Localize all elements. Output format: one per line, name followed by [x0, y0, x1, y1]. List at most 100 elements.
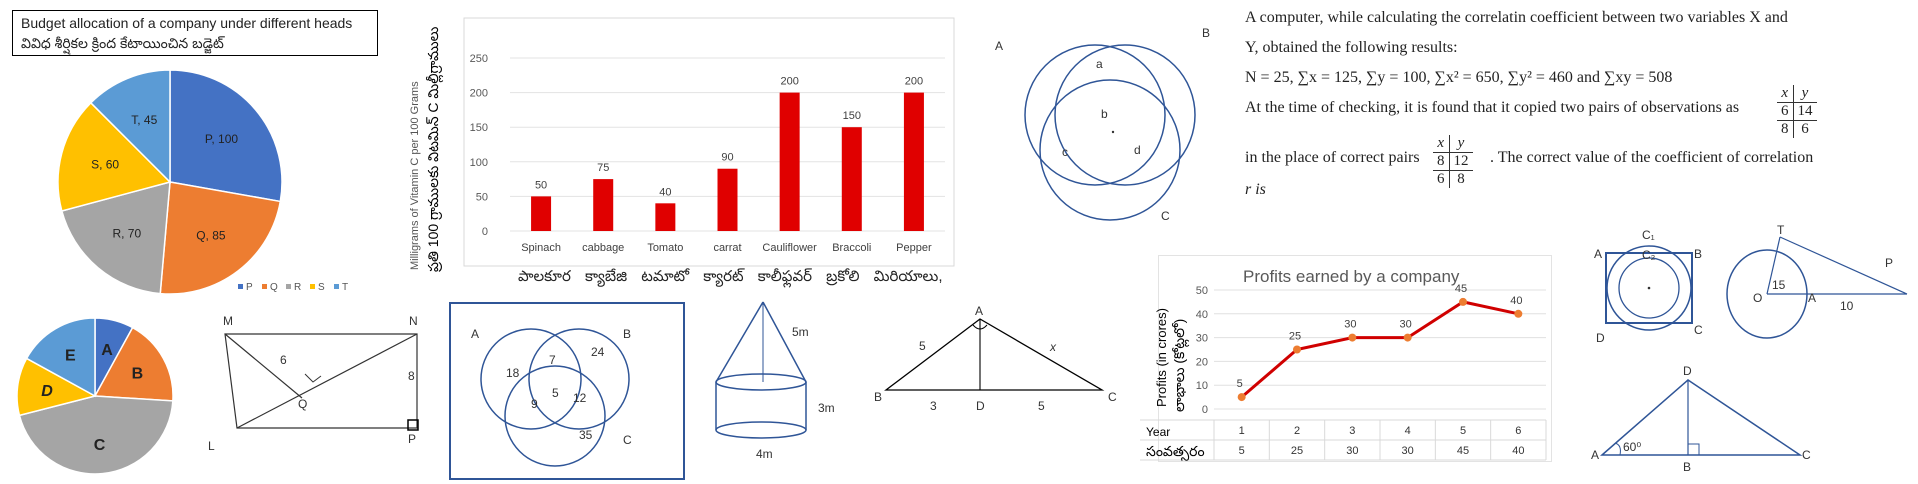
line-table-value-1: 5 — [1239, 445, 1245, 457]
legend-swatch-P — [238, 284, 243, 289]
sq-label-D: D — [1596, 331, 1605, 345]
line-point-5 — [1459, 297, 1467, 306]
line-x-tick-6: 6 — [1515, 425, 1521, 437]
line-x-tick-3: 3 — [1349, 425, 1355, 437]
line-chart-frame — [1158, 255, 1552, 462]
question-line-2: Y, obtained the following results: — [1245, 39, 1458, 56]
x-tick-Spinach: Spinach — [521, 242, 561, 254]
y-axis-label-te: ప్రతి 100 గ్రాములకు విటమిన్ C మిల్లీగ్రా… — [425, 26, 444, 272]
bar-value-Cauliflower: 200 — [780, 76, 798, 88]
correlation-question: A computer, while calculating the correl… — [1245, 3, 1895, 205]
line-table-value-2: 25 — [1291, 445, 1303, 457]
rect-label-Q: Q — [298, 397, 307, 411]
pie1-slice-label-0: P, 100 — [205, 132, 238, 146]
tri60-label-angle: 60⁰ — [1623, 440, 1641, 454]
x-tick-carrat: carrat — [713, 242, 741, 254]
sq-label-A: A — [1594, 247, 1602, 261]
legend-label-T: T — [342, 282, 348, 293]
pie-slice-1 — [93, 326, 174, 402]
pie2-slice-label-A: A — [101, 342, 113, 359]
line-y-tick-0: 0 — [1202, 404, 1208, 416]
bar-value-carrat: 90 — [721, 152, 733, 164]
line-table-value-5: 45 — [1457, 445, 1469, 457]
bar-Pepper — [903, 92, 924, 231]
line-point-label-4: 30 — [1400, 319, 1412, 331]
line-x-tick-2: 2 — [1294, 425, 1300, 437]
question-line-5a: in the place of correct pairs — [1245, 149, 1420, 166]
y-tick-200: 200 — [470, 88, 488, 100]
tri-label-3: 3 — [930, 399, 937, 413]
cone-cylinder-diagram: 5m 3m 4m — [715, 301, 835, 461]
legend-label-P: P — [246, 282, 253, 293]
rect-label-N: N — [409, 314, 418, 328]
pie1-slice-label-1: Q, 85 — [196, 228, 226, 242]
question-line-4: At the time of checking, it is found tha… — [1245, 99, 1740, 116]
x-tick-cabbage: cabbage — [582, 242, 624, 254]
question-line-3: N = 25, ∑x = 125, ∑y = 100, ∑x² = 650, ∑… — [1245, 69, 1673, 86]
rect-label-P: P — [408, 432, 416, 446]
pie2-slice-label-E: E — [65, 347, 76, 364]
legend-swatch-R — [286, 284, 291, 289]
venn1-label-a: a — [1096, 57, 1103, 71]
line-table-value-4: 30 — [1402, 445, 1414, 457]
bar-cabbage — [593, 179, 614, 231]
y-axis-label: Milligrams of Vitamin C per 100 Grams — [409, 81, 421, 270]
table-header-year: Year — [1146, 425, 1170, 439]
line-point-3 — [1348, 333, 1357, 342]
venn1-label-C: C — [1161, 209, 1170, 223]
tan-label-T: T — [1777, 223, 1785, 237]
venn-diagram-2-box: A B C 18 7 24 9 5 12 35 — [449, 302, 685, 480]
tri-label-5-left: 5 — [919, 339, 926, 353]
x-tick-Pepper: Pepper — [896, 242, 932, 254]
venn2-val-5: 5 — [552, 386, 559, 400]
sq-label-C1: C₁ — [1642, 228, 1655, 242]
line-point-label-2: 25 — [1289, 331, 1301, 343]
legend-label-R: R — [294, 282, 301, 293]
rect-label-M: M — [223, 314, 233, 328]
tri60-label-B: B — [1683, 460, 1691, 474]
line-point-4 — [1403, 333, 1412, 342]
bar-value-Pepper: 200 — [905, 76, 923, 88]
question-line-5b: . The correct value of the coefficient o… — [1490, 149, 1814, 166]
venn1-label-c: c — [1062, 145, 1068, 159]
bar-carrat — [717, 168, 738, 231]
line-x-tick-5: 5 — [1460, 425, 1466, 437]
bar-Braccoli — [841, 127, 862, 231]
tan-label-P: P — [1885, 256, 1893, 270]
cylinder-label-4m: 4m — [756, 447, 773, 461]
abcde-pie-chart: A B C D E — [16, 317, 174, 475]
x-tick-Cauliflower: Cauliflower — [762, 242, 817, 254]
venn2-label-B: B — [623, 327, 631, 341]
triangle-60-diagram: D A B C 60⁰ — [1591, 365, 1811, 474]
question-line-6: r is — [1245, 181, 1266, 198]
cone-label-5m: 5m — [792, 325, 809, 339]
tan-label-10: 10 — [1840, 299, 1854, 313]
legend-swatch-T — [334, 284, 339, 289]
question-line-1: A computer, while calculating the correl… — [1245, 9, 1788, 26]
legend-swatch-S — [310, 284, 315, 289]
x-tick-Braccoli: Braccoli — [832, 242, 871, 254]
line-y-label-te: లాభాలు (కోట్లలో) — [1171, 319, 1190, 412]
bar-value-Tomato: 40 — [659, 186, 671, 198]
venn-circle-a — [1024, 44, 1166, 186]
pie-slice-4 — [25, 317, 96, 398]
sq-label-C: C — [1694, 323, 1703, 337]
tri-label-B: B — [874, 390, 882, 404]
venn-diagram-2: A B C 18 7 24 9 5 12 35 — [471, 327, 632, 467]
pie-slice-2 — [18, 395, 174, 475]
legend-label-S: S — [318, 282, 325, 293]
cylinder-label-3m: 3m — [818, 401, 835, 415]
venn1-label-b: b — [1101, 107, 1108, 121]
tri-label-A: A — [975, 305, 983, 318]
pie-slice-2 — [60, 180, 171, 295]
venn-diagram-1: A B C a b c d — [995, 26, 1210, 223]
rect-label-6: 6 — [280, 353, 287, 367]
venn1-label-A: A — [995, 39, 1003, 53]
bar-categories-te: పాలకూర క్యాబేజి టమాటో క్యారట్ కాలీఫ్లవర్… — [518, 268, 943, 285]
line-point-label-3: 30 — [1344, 319, 1356, 331]
vitamin-bar-panel: 0 50 100 150 200 250 50 Spinach 75 cabbage 40 Tomat… — [400, 0, 970, 295]
bar-Spinach — [531, 196, 552, 231]
triangle-diagram: A B C D 5 x 3 5 — [874, 305, 1117, 413]
bar-value-Braccoli: 150 — [843, 110, 861, 122]
